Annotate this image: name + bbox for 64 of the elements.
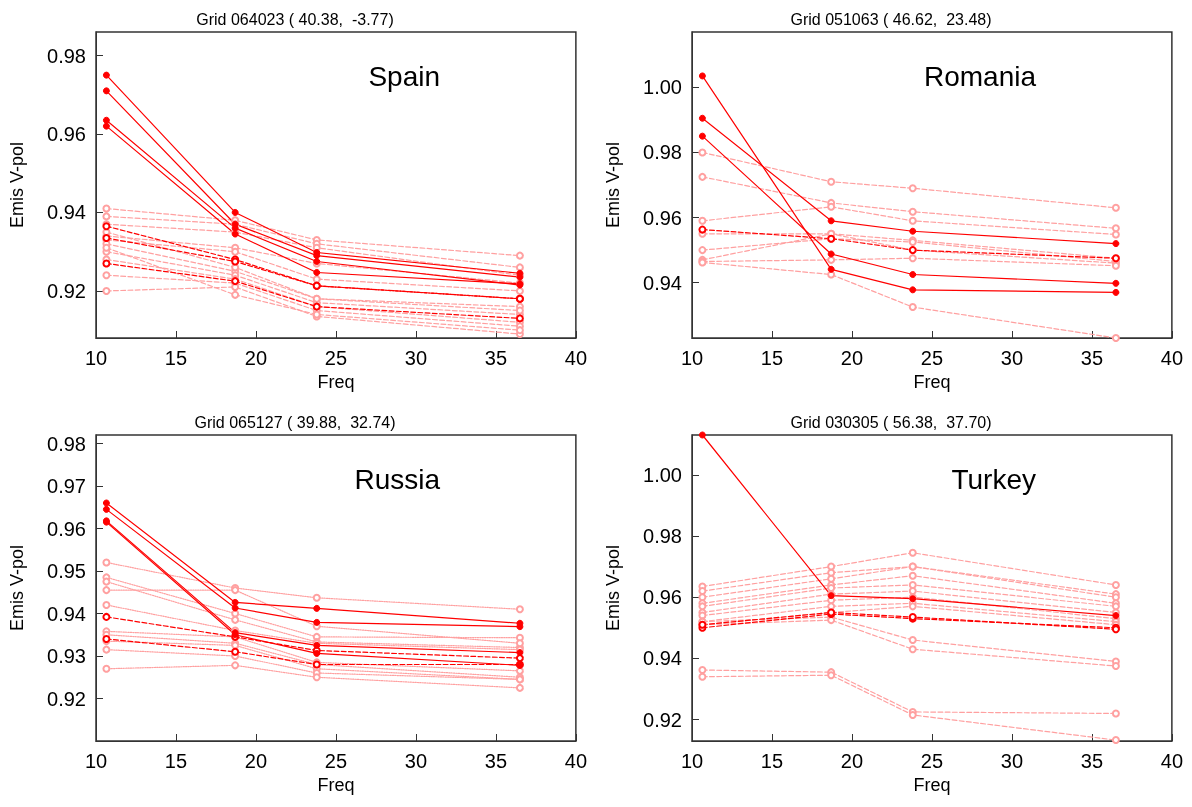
x-tick-label: 20 xyxy=(244,347,268,369)
x-tick-label: 30 xyxy=(404,347,428,369)
y-tick-label: 0.94 xyxy=(47,602,86,625)
y-tick-label: 1.00 xyxy=(643,76,682,99)
y-tick-label: 1.00 xyxy=(643,463,682,486)
y-axis-title: Emis V-pol xyxy=(603,544,623,632)
x-tick-label: 25 xyxy=(324,347,348,369)
x-tick-label: 25 xyxy=(920,347,944,369)
annotation: Romania xyxy=(923,60,1037,92)
chart-title: Grid 051063 ( 46.62, 23.48) xyxy=(790,10,992,28)
annotation: Russia xyxy=(354,463,441,495)
x-tick-label: 30 xyxy=(1000,750,1024,772)
y-tick-label: 0.98 xyxy=(643,524,682,547)
y-tick-label: 0.93 xyxy=(47,645,86,667)
chart-title: Grid 064023 ( 40.38, -3.77) xyxy=(196,10,394,28)
y-axis-title: Emis V-pol xyxy=(603,141,623,229)
x-axis-title: Freq xyxy=(317,774,355,795)
x-tick-label: 15 xyxy=(164,750,188,772)
x-tick-label: 10 xyxy=(680,347,704,369)
x-tick-label: 35 xyxy=(484,750,508,772)
x-tick-label: 15 xyxy=(760,347,784,369)
y-axis-title: Emis V-pol xyxy=(7,141,27,229)
annotation: Turkey xyxy=(951,463,1037,495)
y-tick-label: 0.96 xyxy=(643,586,682,609)
y-tick-label: 0.96 xyxy=(643,206,682,229)
x-tick-label: 10 xyxy=(680,750,704,772)
x-axis-title: Freq xyxy=(913,774,951,795)
y-tick-label: 0.96 xyxy=(47,123,86,145)
y-tick-label: 0.92 xyxy=(47,687,86,710)
y-tick-label: 0.92 xyxy=(643,708,682,731)
y-tick-label: 0.94 xyxy=(643,647,682,670)
x-axis-title: Freq xyxy=(317,371,355,392)
x-axis-title: Freq xyxy=(913,371,951,392)
y-tick-label: 0.92 xyxy=(47,279,86,302)
y-tick-label: 0.94 xyxy=(643,271,682,294)
y-tick-label: 0.97 xyxy=(47,475,86,497)
x-tick-label: 10 xyxy=(84,347,108,369)
x-tick-label: 40 xyxy=(1160,750,1183,772)
y-tick-label: 0.98 xyxy=(643,141,682,164)
x-tick-label: 30 xyxy=(404,750,428,772)
chart-title: Grid 030305 ( 56.38, 37.70) xyxy=(790,413,992,431)
y-tick-label: 0.94 xyxy=(47,201,86,224)
x-tick-label: 20 xyxy=(840,750,864,772)
annotation: Spain xyxy=(368,60,441,92)
x-tick-label: 40 xyxy=(564,347,587,369)
x-tick-label: 30 xyxy=(1000,347,1024,369)
x-tick-label: 25 xyxy=(920,750,944,772)
chart-title: Grid 065127 ( 39.88, 32.74) xyxy=(194,413,396,431)
x-tick-label: 35 xyxy=(1080,347,1104,369)
y-tick-label: 0.98 xyxy=(47,432,86,455)
x-tick-label: 15 xyxy=(760,750,784,772)
x-tick-label: 15 xyxy=(164,347,188,369)
x-tick-label: 10 xyxy=(84,750,108,772)
x-tick-label: 25 xyxy=(324,750,348,772)
x-tick-label: 20 xyxy=(244,750,268,772)
x-tick-label: 40 xyxy=(1160,347,1183,369)
y-tick-label: 0.95 xyxy=(47,560,86,582)
x-tick-label: 35 xyxy=(484,347,508,369)
x-tick-label: 20 xyxy=(840,347,864,369)
y-tick-label: 0.96 xyxy=(47,517,86,540)
y-tick-label: 0.98 xyxy=(47,44,86,67)
x-tick-label: 35 xyxy=(1080,750,1104,772)
x-tick-label: 40 xyxy=(564,750,587,772)
y-axis-title: Emis V-pol xyxy=(7,544,27,632)
